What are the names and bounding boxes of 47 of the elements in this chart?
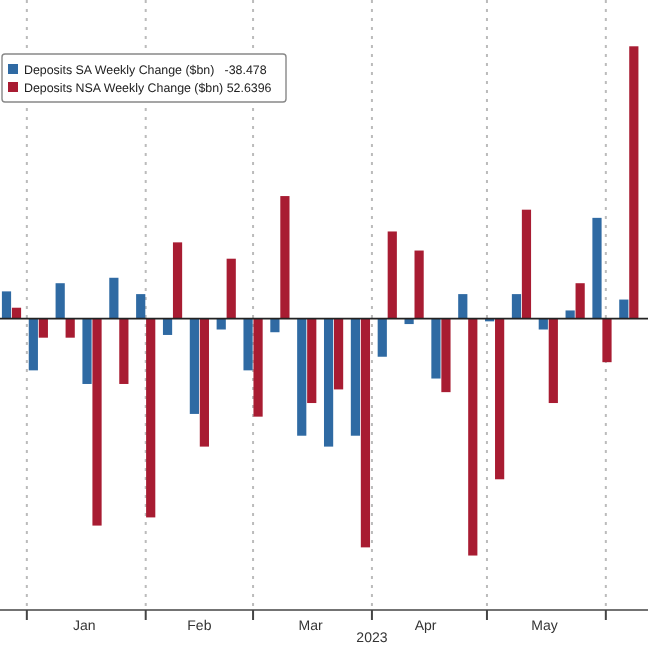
bar (297, 318, 307, 436)
bar (458, 294, 468, 319)
bar (333, 318, 344, 390)
bar (55, 283, 65, 319)
bar (199, 318, 209, 447)
bar (511, 294, 522, 319)
bar (404, 318, 414, 325)
bar (109, 277, 119, 319)
bar (360, 318, 371, 548)
bar (307, 318, 317, 404)
bar (431, 318, 441, 379)
bar (619, 299, 629, 319)
bar (602, 318, 612, 363)
bar (468, 318, 478, 556)
bar (172, 242, 183, 319)
bar (253, 318, 263, 417)
bar (548, 318, 558, 404)
bar (270, 318, 280, 333)
bar (146, 318, 156, 518)
bar (226, 258, 236, 319)
bar (162, 318, 173, 335)
bar (189, 318, 199, 414)
bar (119, 318, 129, 384)
bar (350, 318, 361, 436)
bar (280, 196, 290, 319)
bar (243, 318, 253, 371)
bar (216, 318, 226, 330)
bar (387, 231, 397, 319)
bar (629, 46, 639, 319)
bar (38, 318, 48, 338)
bar (28, 318, 38, 371)
bar (11, 307, 22, 319)
bar (377, 318, 387, 357)
bar (414, 250, 424, 319)
bar (495, 318, 505, 480)
bar (538, 318, 548, 330)
bar (575, 283, 585, 319)
bar (323, 318, 334, 447)
bar (565, 310, 575, 319)
bar (592, 217, 602, 319)
bar (136, 294, 146, 319)
bar (82, 318, 92, 384)
bar (521, 209, 532, 319)
bar (65, 318, 75, 338)
bar (1, 291, 12, 319)
bar (92, 318, 102, 526)
bar (441, 318, 451, 393)
